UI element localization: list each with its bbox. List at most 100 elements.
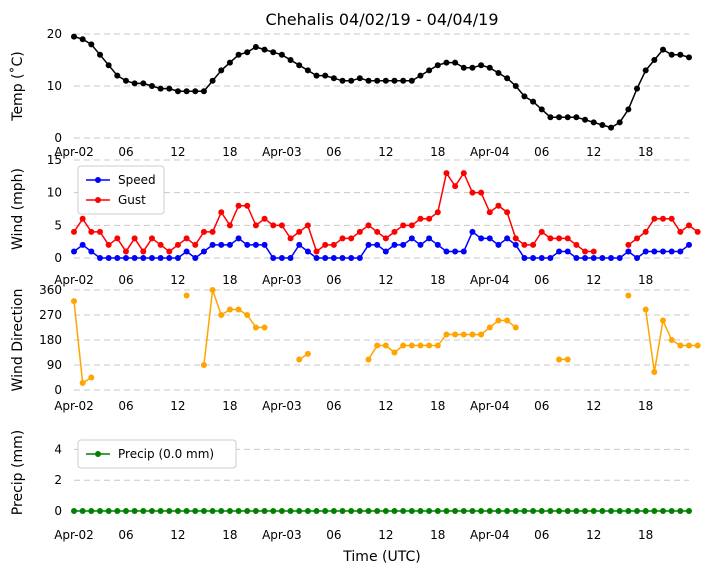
precip-data-point	[634, 508, 641, 514]
wind-data-point	[304, 222, 311, 229]
wind-series-line	[627, 218, 699, 246]
temp-data-point	[287, 57, 294, 63]
wind-data-point	[469, 189, 476, 196]
temp-data-point	[88, 41, 95, 48]
precip-x-tick-label: 12	[170, 528, 185, 542]
wind-data-point	[339, 235, 346, 242]
wdir-y-tick-label: 270	[39, 308, 62, 322]
wind-data-point	[226, 222, 233, 229]
temp-data-point	[174, 88, 181, 95]
precip-data-point	[469, 508, 476, 514]
wind-panel: 0 5 10 15 Wind (mph) Apr-02 06 12 18 Apr-03 06 12 18…	[10, 153, 701, 287]
wind-data-point	[625, 248, 632, 255]
wind-data-point	[287, 255, 294, 261]
precip-data-point	[478, 508, 485, 514]
wind-data-point	[218, 241, 225, 248]
wind-data-point	[122, 255, 129, 261]
wind-data-point	[556, 248, 563, 255]
wind-data-point	[486, 209, 493, 216]
wind-data-point	[452, 183, 459, 190]
temp-data-point	[270, 49, 277, 56]
wind-data-point	[192, 241, 199, 248]
temp-x-tick-label: 12	[378, 145, 393, 159]
wind-data-point	[443, 248, 450, 255]
wdir-data-point	[374, 342, 381, 349]
precip-data-point	[434, 508, 441, 514]
temp-x-tick-label: 12	[170, 145, 185, 159]
temp-y-tick-label: 10	[47, 79, 62, 93]
temp-data-point	[114, 72, 121, 79]
wind-x-tick-label: 18	[430, 273, 445, 287]
wind-legend-marker	[95, 177, 101, 183]
wind-data-point	[382, 235, 389, 242]
temp-data-point	[530, 98, 537, 105]
temp-data-point	[521, 93, 528, 100]
wind-data-point	[504, 235, 511, 242]
precip-y-tick-label: 2	[54, 473, 62, 487]
temp-y-tick-label: 0	[54, 131, 62, 145]
wind-data-point	[616, 255, 623, 261]
temp-data-point	[547, 114, 554, 121]
temp-data-point	[686, 54, 692, 61]
wind-data-point	[434, 209, 441, 216]
precip-data-point	[452, 508, 459, 514]
precip-data-point	[209, 508, 216, 514]
temp-x-tick-label: 12	[586, 145, 601, 159]
wind-data-point	[183, 235, 190, 242]
wind-data-point	[374, 228, 381, 235]
wdir-data-point	[244, 312, 251, 318]
precip-data-point	[122, 508, 129, 514]
wind-data-point	[348, 255, 355, 261]
wind-data-point	[140, 255, 147, 261]
wind-data-point	[174, 241, 181, 248]
precip-data-point	[252, 508, 259, 514]
wind-x-tick-label: Apr-04	[470, 273, 510, 287]
wind-y-axis-label: Wind (mph)	[10, 168, 26, 250]
precip-data-point	[426, 508, 433, 514]
precip-data-point	[573, 508, 580, 514]
wind-data-point	[547, 235, 554, 242]
precip-x-tick-label: 12	[586, 528, 601, 542]
precip-data-point	[582, 508, 589, 514]
temp-data-point	[400, 77, 407, 84]
temp-x-tick-label: 06	[326, 145, 341, 159]
wind-data-point	[278, 222, 285, 229]
temp-x-tick-label: Apr-04	[470, 145, 510, 159]
wdir-data-point	[261, 324, 268, 331]
precip-series-precip-0-0-mm	[71, 508, 692, 514]
temp-data-point	[157, 85, 164, 92]
wind-data-point	[651, 215, 658, 222]
wdir-x-tick-label: Apr-04	[470, 399, 510, 413]
temp-data-point	[183, 88, 190, 95]
precip-data-point	[261, 508, 268, 514]
wind-data-point	[382, 248, 389, 255]
precip-data-point	[556, 508, 563, 514]
temp-panel: 0 10 20 Temp (˚C) Apr-02 06 12 18 Apr-03 06 12 18 Ap…	[9, 27, 692, 159]
wdir-y-tick-label: 90	[47, 358, 62, 372]
wdir-data-point	[218, 312, 225, 318]
precip-panel: 0 2 4 Precip (mm) Apr-02 06 12 18 Apr-03 06 12 18 Ap…	[10, 430, 692, 542]
wdir-panel: 0 90 180 270 360 Wind Direction Apr-02 06 12 18 Ap…	[10, 283, 701, 413]
wind-data-point	[478, 189, 485, 196]
temp-data-point	[434, 62, 441, 69]
wind-data-point	[148, 235, 155, 242]
wind-series-speed	[71, 228, 692, 261]
precip-data-point	[140, 508, 147, 514]
precip-data-point	[651, 508, 658, 514]
wind-x-tick-label: Apr-03	[262, 273, 302, 287]
temp-data-point	[651, 57, 658, 63]
precip-data-point	[296, 508, 303, 514]
precip-legend-box	[77, 439, 237, 469]
wind-data-point	[642, 248, 649, 255]
wind-data-point	[278, 255, 285, 261]
wind-data-point	[270, 222, 277, 229]
wind-data-point	[322, 255, 329, 261]
wind-data-point	[313, 255, 320, 261]
wind-data-point	[486, 235, 493, 242]
temp-data-point	[235, 51, 242, 58]
wdir-data-point	[677, 342, 684, 349]
wdir-data-point	[79, 380, 86, 387]
wind-data-point	[478, 235, 485, 242]
wind-data-point	[88, 248, 95, 255]
precip-data-point	[625, 508, 632, 514]
